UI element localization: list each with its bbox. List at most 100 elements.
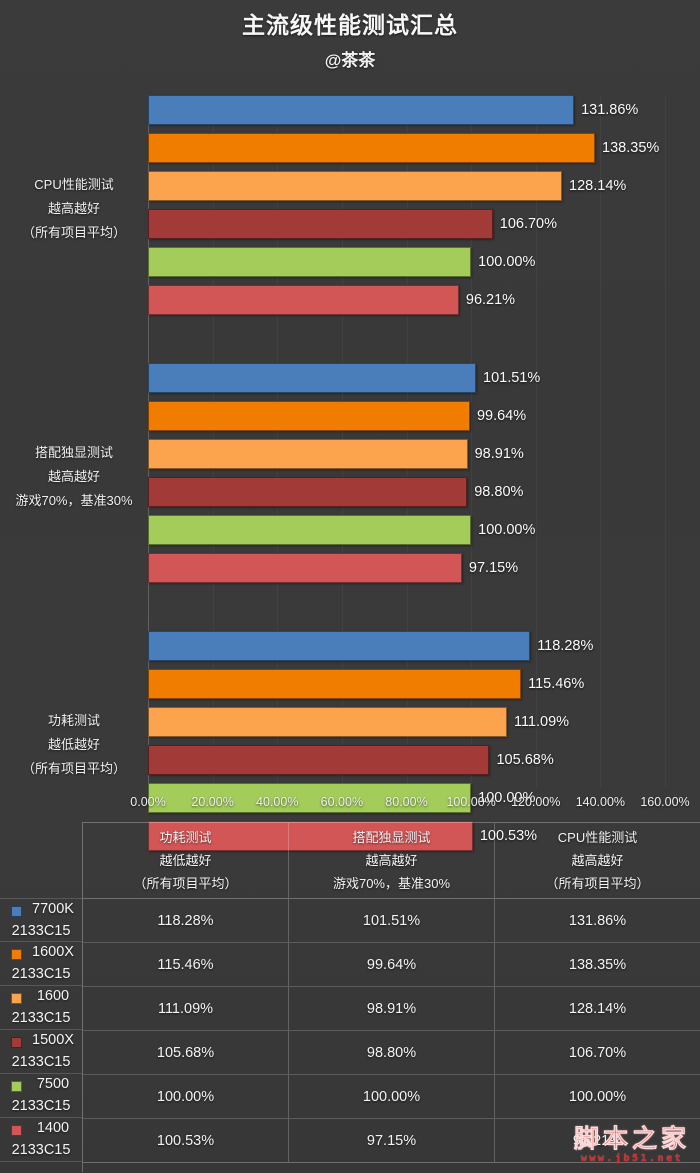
bar-value-label: 100.00% <box>471 247 535 277</box>
table-cell: 115.46% <box>83 943 289 986</box>
bar-1600[interactable] <box>148 171 562 201</box>
table-column-header: 功耗测试越低越好（所有项目平均） <box>83 823 289 898</box>
bar-1600[interactable] <box>148 439 468 469</box>
bar-row: 111.09% <box>148 707 665 737</box>
bar-1600X[interactable] <box>148 669 521 699</box>
bar-1500X[interactable] <box>148 477 467 507</box>
table-column-header-line: 越低越好 <box>159 849 211 872</box>
legend-cpu-name: 7500 <box>26 1074 80 1095</box>
bar-row: 105.68% <box>148 745 665 775</box>
bar-value-label: 111.09% <box>507 707 569 737</box>
bar-7500[interactable] <box>148 515 471 545</box>
legend-memory-spec: 2133C15 <box>2 963 80 985</box>
legend-item[interactable]: 75002133C15 <box>0 1074 82 1118</box>
legend-swatch-icon <box>11 1081 22 1092</box>
table-cell: 100.00% <box>289 1075 495 1118</box>
table-row: 105.68%98.80%106.70% <box>83 1031 700 1075</box>
legend-item[interactable]: 1500X2133C15 <box>0 1030 82 1074</box>
bar-row: 97.15% <box>148 553 665 583</box>
bar-row: 115.46% <box>148 669 665 699</box>
bar-row: 128.14% <box>148 171 665 201</box>
x-tick-label: 100.00% <box>446 795 495 809</box>
table-cell: 101.51% <box>289 899 495 942</box>
legend-cpu-name: 7700K <box>26 899 80 920</box>
table-cell: 131.86% <box>495 899 700 942</box>
bar-value-label: 138.35% <box>595 133 659 163</box>
bar-group: 131.86% 138.35% 128.14% 106.70% 100.00% 96.21… <box>148 95 665 323</box>
bar-row: 131.86% <box>148 95 665 125</box>
table-row: 111.09%98.91%128.14% <box>83 987 700 1031</box>
bar-7700K[interactable] <box>148 95 574 125</box>
category-label-line: 越低越好 <box>0 733 148 757</box>
legend-cpu-name: 1500X <box>26 1030 80 1051</box>
table-cell: 100.00% <box>83 1075 289 1118</box>
table-cell: 128.14% <box>495 987 700 1030</box>
table-column-header-line: （所有项目平均） <box>545 872 649 895</box>
category-label-line: 越高越好 <box>0 197 148 221</box>
legend-item[interactable]: 1600X2133C15 <box>0 942 82 986</box>
page-subtitle: @茶茶 <box>0 46 700 76</box>
legend-cpu-name: 1400 <box>26 1118 80 1139</box>
x-tick-label: 0.00% <box>130 795 165 809</box>
legend-cpu-name: 1600X <box>26 942 80 963</box>
table-cell: 98.80% <box>289 1031 495 1074</box>
bar-1600X[interactable] <box>148 401 470 431</box>
bar-1400[interactable] <box>148 285 459 315</box>
legend-swatch-icon <box>11 1037 22 1048</box>
bar-row: 138.35% <box>148 133 665 163</box>
bar-value-label: 96.21% <box>459 285 515 315</box>
bar-value-label: 100.00% <box>471 515 535 545</box>
bar-row: 101.51% <box>148 363 665 393</box>
legend-memory-spec: 2133C15 <box>2 1051 80 1073</box>
table-row: 100.00%100.00%100.00% <box>83 1075 700 1119</box>
bar-row: 106.70% <box>148 209 665 239</box>
legend-item[interactable]: 14002133C15 <box>0 1118 82 1162</box>
gridline-160 <box>665 95 666 787</box>
bar-value-label: 115.46% <box>521 669 584 699</box>
bar-1500X[interactable] <box>148 745 489 775</box>
table-column-header: 搭配独显测试越高越好游戏70%，基准30% <box>289 823 495 898</box>
bar-1600[interactable] <box>148 707 507 737</box>
category-label-line: （所有项目平均） <box>0 757 148 781</box>
bar-row: 96.21% <box>148 285 665 315</box>
x-tick-label: 20.00% <box>191 795 233 809</box>
table-cell: 99.64% <box>289 943 495 986</box>
bar-value-label: 105.68% <box>489 745 553 775</box>
bar-row: 98.80% <box>148 477 665 507</box>
table-cell: 100.00% <box>495 1075 700 1118</box>
legend-swatch-icon <box>11 906 22 917</box>
x-tick-label: 40.00% <box>256 795 298 809</box>
bar-1400[interactable] <box>148 553 462 583</box>
table-column-header-line: 功耗测试 <box>159 826 211 849</box>
table-column-header-line: 越高越好 <box>365 849 417 872</box>
x-tick-label: 80.00% <box>385 795 427 809</box>
bar-value-label: 98.80% <box>467 477 523 507</box>
table-row: 100.53%97.15%96.21% <box>83 1119 700 1163</box>
bar-value-label: 118.28% <box>530 631 593 661</box>
bar-value-label: 98.91% <box>468 439 524 469</box>
bar-7700K[interactable] <box>148 363 476 393</box>
legend: 7700K2133C151600X2133C1516002133C151500X… <box>0 898 82 1162</box>
category-label-line: 功耗测试 <box>0 709 148 733</box>
legend-memory-spec: 2133C15 <box>2 920 80 942</box>
table-column-header-line: 搭配独显测试 <box>352 826 430 849</box>
table-row: 115.46%99.64%138.35% <box>83 943 700 987</box>
bar-7700K[interactable] <box>148 631 530 661</box>
bar-value-label: 131.86% <box>574 95 638 125</box>
category-label: 搭配独显测试越高越好游戏70%，基准30% <box>0 441 148 513</box>
legend-item[interactable]: 7700K2133C15 <box>0 898 82 942</box>
bar-row: 99.64% <box>148 401 665 431</box>
table-cell: 118.28% <box>83 899 289 942</box>
legend-memory-spec: 2133C15 <box>2 1095 80 1117</box>
legend-swatch-icon <box>11 949 22 960</box>
bar-1600X[interactable] <box>148 133 595 163</box>
bar-1500X[interactable] <box>148 209 493 239</box>
bar-row: 100.00% <box>148 247 665 277</box>
bar-value-label: 99.64% <box>470 401 526 431</box>
category-label-line: （所有项目平均） <box>0 221 148 245</box>
table-column-header-line: 游戏70%，基准30% <box>333 872 450 895</box>
table-column-header: CPU性能测试越高越好（所有项目平均） <box>495 823 700 898</box>
bar-7500[interactable] <box>148 247 471 277</box>
legend-cpu-name: 1600 <box>26 986 80 1007</box>
legend-item[interactable]: 16002133C15 <box>0 986 82 1030</box>
